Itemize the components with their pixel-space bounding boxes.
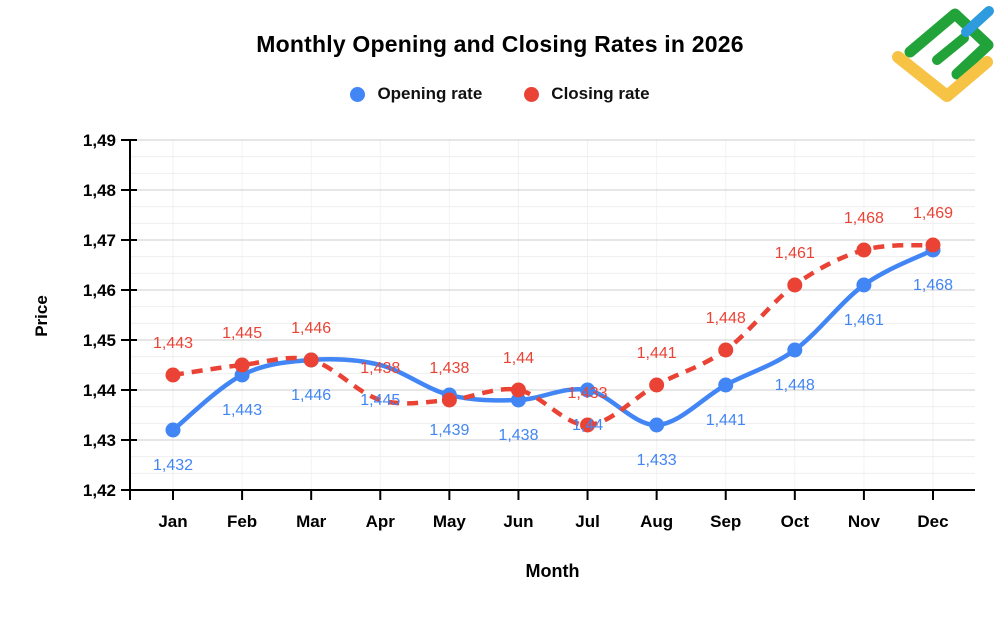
legend-item-closing-rate: Closing rate	[524, 84, 650, 104]
label-closing-rate-Dec: 1,469	[913, 205, 953, 222]
legend: Opening rate Closing rate	[0, 84, 1000, 104]
label-opening-rate-Nov: 1,461	[844, 312, 884, 329]
x-tick-label-Feb: Feb	[227, 512, 257, 531]
x-axis-title: Month	[525, 561, 580, 581]
label-opening-rate-Oct: 1,448	[775, 377, 815, 394]
point-closing-rate-Jan	[165, 367, 181, 383]
x-tick-label-Nov: Nov	[848, 512, 881, 531]
point-opening-rate-Oct	[787, 342, 803, 358]
point-opening-rate-Sep	[718, 377, 734, 393]
label-closing-rate-Apr: 1,438	[360, 360, 400, 377]
label-opening-rate-Aug: 1,433	[637, 452, 677, 469]
x-tick-label-Sep: Sep	[710, 512, 741, 531]
label-closing-rate-Mar: 1,446	[291, 320, 331, 337]
line-opening-rate	[171, 247, 935, 432]
label-closing-rate-Aug: 1,441	[637, 345, 677, 362]
label-opening-rate-Apr: 1,445	[360, 392, 400, 409]
litefinance-logo-icon	[892, 6, 994, 102]
label-closing-rate-Sep: 1,448	[706, 310, 746, 327]
point-opening-rate-Nov	[856, 277, 872, 293]
chart-title: Monthly Opening and Closing Rates in 202…	[256, 31, 744, 57]
label-closing-rate-Jun: 1,44	[503, 350, 534, 367]
y-tick-label: 1,49	[83, 131, 116, 150]
x-tick-label-May: May	[433, 512, 467, 531]
y-tick-label: 1,47	[83, 231, 116, 250]
label-closing-rate-Nov: 1,468	[844, 210, 884, 227]
point-closing-rate-Feb	[234, 357, 250, 373]
label-opening-rate-Mar: 1,446	[291, 387, 331, 404]
x-tick-label-Dec: Dec	[917, 512, 948, 531]
legend-label-closing-rate: Closing rate	[551, 84, 650, 103]
line-closing-rate	[172, 242, 934, 428]
y-tick-label: 1,45	[83, 331, 116, 350]
y-tick-label: 1,43	[83, 431, 116, 450]
point-closing-rate-Aug	[649, 377, 665, 393]
label-closing-rate-Feb: 1,445	[222, 325, 262, 342]
point-closing-rate-Mar	[303, 352, 319, 368]
point-closing-rate-Jul	[580, 417, 596, 433]
opening-rate-dot-icon	[350, 86, 366, 102]
x-tick-label-Oct: Oct	[781, 512, 810, 531]
label-opening-rate-May: 1,439	[429, 422, 469, 439]
label-opening-rate-Dec: 1,468	[913, 277, 953, 294]
legend-item-opening-rate: Opening rate	[350, 84, 482, 104]
y-tick-label: 1,42	[83, 481, 116, 500]
point-closing-rate-May	[441, 392, 457, 408]
label-opening-rate-Jun: 1,438	[498, 427, 538, 444]
label-closing-rate-Oct: 1,461	[775, 245, 815, 262]
point-closing-rate-Dec	[925, 237, 941, 253]
label-opening-rate-Sep: 1,441	[706, 412, 746, 429]
legend-label-opening-rate: Opening rate	[377, 84, 483, 103]
label-closing-rate-Jul: 1,433	[568, 385, 608, 402]
point-opening-rate-Jul	[580, 382, 596, 398]
x-tick-label-Mar: Mar	[296, 512, 327, 531]
y-tick-label: 1,48	[83, 181, 116, 200]
x-tick-label-Jun: Jun	[503, 512, 533, 531]
x-tick-label-Apr: Apr	[366, 512, 396, 531]
label-opening-rate-Feb: 1,443	[222, 402, 262, 419]
point-closing-rate-Sep	[718, 342, 734, 358]
point-closing-rate-Nov	[856, 242, 872, 258]
x-tick-label-Jul: Jul	[575, 512, 600, 531]
label-closing-rate-May: 1,438	[429, 360, 469, 377]
y-tick-label: 1,46	[83, 281, 116, 300]
point-closing-rate-Oct	[787, 277, 803, 293]
point-opening-rate-Jan	[165, 422, 181, 438]
y-tick-label: 1,44	[83, 381, 117, 400]
label-closing-rate-Jan: 1,443	[153, 335, 193, 352]
x-tick-label-Aug: Aug	[640, 512, 673, 531]
point-closing-rate-Jun	[510, 382, 526, 398]
x-tick-label-Jan: Jan	[158, 512, 187, 531]
label-opening-rate-Jan: 1,432	[153, 457, 193, 474]
label-opening-rate-Jul: 1,44	[572, 417, 603, 434]
closing-rate-dot-icon	[524, 86, 540, 102]
point-opening-rate-Aug	[649, 417, 665, 433]
